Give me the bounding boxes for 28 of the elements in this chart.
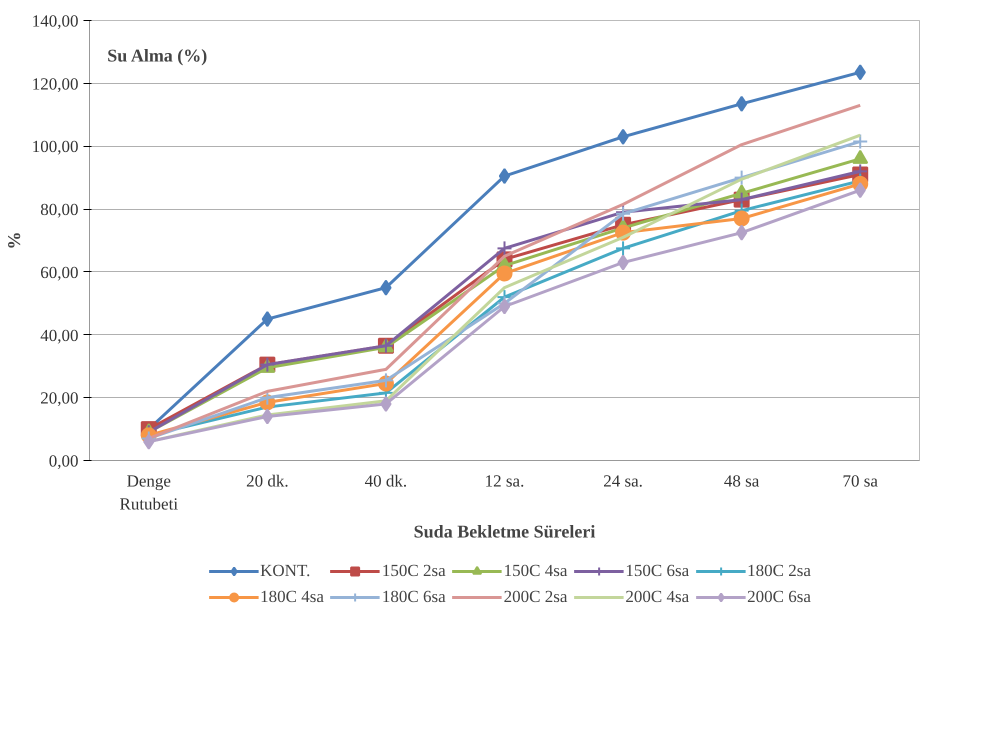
- y-tick-label: 60,00: [40, 262, 78, 282]
- legend-label: KONT.: [260, 561, 310, 581]
- legend-label: 200C 2sa: [504, 587, 568, 607]
- x-axis-title: Suda Bekletme Süreleri: [414, 521, 596, 542]
- y-tick-label: 80,00: [40, 200, 78, 220]
- x-tick-label: 20 dk.: [246, 472, 289, 490]
- text: Su Alma (%): [107, 46, 208, 66]
- legend-label: 180C 2sa: [747, 561, 811, 581]
- x-tick-label: Denge Rutubeti: [120, 472, 178, 514]
- legend-label: 180C 4sa: [260, 587, 324, 607]
- y-tick-label: 140,00: [32, 12, 78, 30]
- legend-label: 200C 6sa: [747, 587, 811, 607]
- x-tick-label: 48 sa: [724, 472, 760, 490]
- x-tick-label: 24 sa.: [603, 472, 643, 490]
- y-tick-label: 20,00: [40, 388, 78, 408]
- legend-label: 150C 4sa: [504, 561, 568, 581]
- legend-label: 180C 6sa: [382, 587, 446, 607]
- y-axis-title: %: [4, 232, 24, 250]
- x-tick-label: 40 dk.: [364, 472, 408, 490]
- y-tick-label: 100,00: [32, 137, 78, 156]
- legend-label: 150C 6sa: [625, 561, 690, 581]
- y-tick-label: 0,00: [48, 452, 78, 470]
- legend-label: 150C 2sa: [382, 561, 446, 581]
- legend-label: 200C 4sa: [625, 587, 690, 607]
- x-tick-label: 70 sa: [842, 472, 878, 490]
- x-tick-label: 12 sa.: [484, 472, 524, 490]
- y-tick-label: 120,00: [32, 74, 78, 94]
- y-tick-label: 40,00: [40, 326, 78, 345]
